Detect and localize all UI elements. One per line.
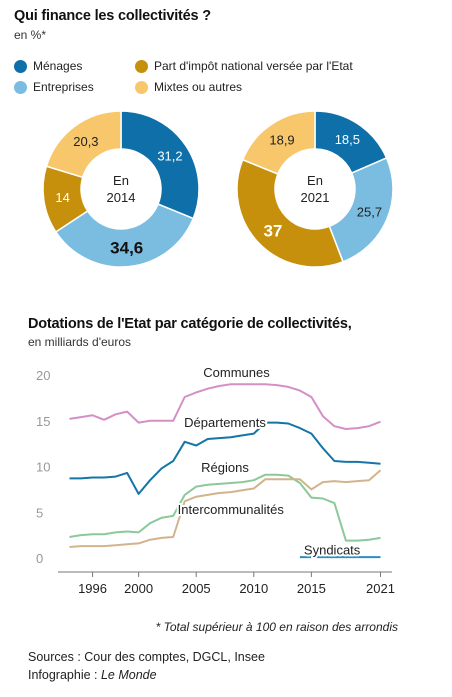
x-tick-label: 2000 [124, 581, 153, 596]
legend-swatch-entreprises-icon [14, 80, 27, 94]
series-label: Départements [184, 415, 266, 430]
slice-label: 31,2 [157, 149, 182, 164]
legend-label: Entreprises [33, 80, 94, 94]
slice-label: 20,3 [73, 134, 98, 149]
slice-label: 34,6 [110, 239, 143, 258]
slice-label: 18,9 [269, 133, 294, 148]
y-tick-label: 10 [36, 460, 50, 475]
x-tick-label: 2010 [239, 581, 268, 596]
y-tick-label: 15 [36, 414, 50, 429]
donut-center-label: 2014 [107, 190, 136, 205]
legend-swatch-etat-icon [135, 59, 148, 73]
slice-label: 37 [263, 221, 282, 240]
series-line [69, 473, 381, 542]
legend-item-entreprises: Entreprises [14, 80, 94, 94]
donut-chart-2021: 18,5 25,7 37 18,9 En 2021 [236, 110, 394, 268]
legend-item-mixtes: Mixtes ou autres [135, 80, 242, 94]
legend-swatch-mixtes-icon [135, 80, 148, 94]
slice-label: 14 [55, 190, 69, 205]
series-label: Syndicats [304, 542, 361, 557]
donut-slice [236, 158, 344, 268]
donut-slice [54, 203, 195, 268]
line-chart: 0 5 10 15 20 1996 2000 2005 2010 2015 2021 Communes… [36, 363, 395, 596]
donut-slice [328, 156, 394, 263]
series-label: Intercommunalités [178, 502, 285, 517]
slice-label: 18,5 [335, 132, 360, 147]
series-line [69, 421, 381, 495]
x-tick-label: 2021 [366, 581, 395, 596]
x-tick-label: 2015 [297, 581, 326, 596]
x-tick-label: 2005 [182, 581, 211, 596]
donut-slice [45, 110, 122, 179]
sources: Sources : Cour des comptes, DGCL, Insee [28, 650, 265, 664]
legend-swatch-menages-icon [14, 59, 27, 73]
chart-unit: en %* [14, 28, 47, 42]
y-tick-label: 0 [36, 551, 43, 566]
credit: Infographie : Le Monde [28, 668, 157, 682]
credit-prefix: Infographie : [28, 668, 101, 682]
donut-center-label: En [307, 173, 323, 188]
donut-chart-2014: 31,2 34,6 14 20,3 En 2014 [42, 110, 200, 268]
y-tick-label: 20 [36, 368, 50, 383]
legend-label: Part d'impôt national versée par l'Etat [154, 59, 353, 73]
series-line [69, 383, 381, 430]
donut-center-label: 2021 [301, 190, 330, 205]
y-tick-label: 5 [36, 505, 43, 520]
legend-item-menages: Ménages [14, 59, 82, 73]
donut-slice [241, 110, 316, 175]
series-line [69, 469, 382, 548]
donut-slice [120, 110, 200, 220]
chart-title: Qui finance les collectivités ? [14, 8, 211, 24]
line-chart-unit: en milliards d'euros [28, 335, 132, 349]
donut-center-label: En [113, 173, 129, 188]
footnote: * Total supérieur à 100 en raison des ar… [155, 620, 398, 634]
legend-label: Ménages [33, 59, 83, 73]
series-label: Régions [201, 460, 249, 475]
legend-item-etat: Part d'impôt national versée par l'Etat [135, 59, 353, 73]
series-label: Communes [203, 365, 270, 380]
line-chart-title: Dotations de l'Etat par catégorie de col… [28, 316, 352, 332]
slice-label: 25,7 [357, 204, 382, 219]
legend-label: Mixtes ou autres [154, 80, 243, 94]
x-tick-label: 1996 [78, 581, 107, 596]
credit-brand: Le Monde [100, 668, 157, 682]
